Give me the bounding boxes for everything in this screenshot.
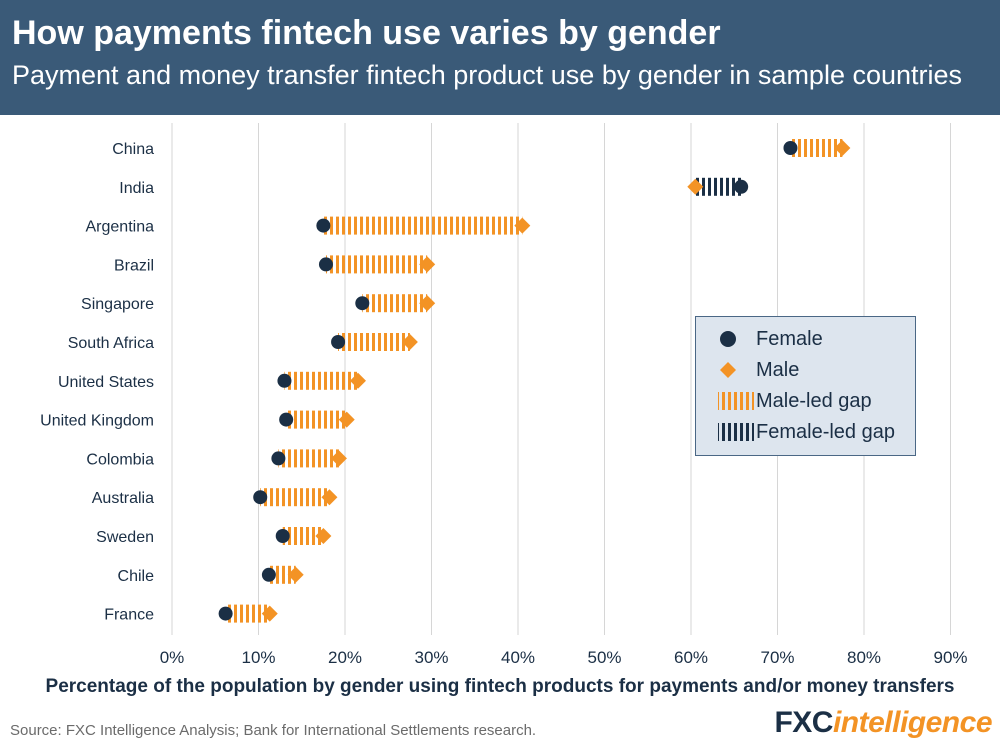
male-led-gap-bar bbox=[338, 333, 410, 351]
x-tick-label: 30% bbox=[414, 648, 448, 667]
male-point bbox=[338, 411, 355, 428]
category-label: Australia bbox=[92, 490, 154, 507]
category-label: France bbox=[104, 607, 154, 624]
x-tick-label: 40% bbox=[501, 648, 535, 667]
source-note: Source: FXC Intelligence Analysis; Bank … bbox=[10, 722, 537, 739]
female-point bbox=[318, 257, 333, 272]
x-axis-label: Percentage of the population by gender u… bbox=[45, 676, 955, 697]
category-label: China bbox=[112, 141, 154, 158]
x-tick-label: 90% bbox=[933, 648, 967, 667]
category-label: India bbox=[119, 180, 154, 197]
dumbbell-chart: China India Argentina Brazil Singapore South … bbox=[40, 123, 968, 667]
page-title: How payments fintech use varies by gende… bbox=[12, 14, 721, 52]
x-tick-label: 10% bbox=[241, 648, 275, 667]
male-point bbox=[349, 372, 366, 389]
category-label: Chile bbox=[118, 568, 155, 585]
category-label: Colombia bbox=[86, 451, 154, 468]
male-led-gap-bar bbox=[323, 216, 523, 235]
male-led-gap-bar bbox=[282, 527, 324, 545]
legend-item-female: Female bbox=[716, 327, 823, 351]
x-tick-label: 0% bbox=[160, 648, 185, 667]
male-point bbox=[401, 334, 418, 350]
male-led-gap-bar bbox=[325, 255, 428, 274]
female-led-gap-bar bbox=[695, 177, 742, 196]
male-led-gap-bar bbox=[268, 565, 296, 584]
male-led-gap-bar bbox=[260, 488, 330, 507]
legend-item-male-gap: Male-led gap bbox=[716, 389, 872, 413]
male-led-gap-bar bbox=[284, 371, 358, 390]
male-point bbox=[419, 295, 436, 312]
female-point bbox=[271, 451, 286, 466]
male-point bbox=[321, 489, 338, 506]
category-label: United Kingdom bbox=[40, 413, 154, 430]
male-point bbox=[315, 528, 332, 544]
female-point bbox=[218, 606, 233, 621]
male-point bbox=[419, 256, 436, 273]
category-label: South Africa bbox=[68, 335, 154, 352]
male-led-gap-bar bbox=[362, 294, 428, 313]
female-point bbox=[275, 529, 290, 543]
category-label: Sweden bbox=[96, 529, 154, 546]
category-label: United States bbox=[58, 374, 154, 391]
female-point bbox=[316, 218, 331, 233]
page-subtitle: Payment and money transfer fintech produ… bbox=[12, 60, 963, 90]
chart-legend: Female Male Male-led gap Female-led gap bbox=[695, 316, 916, 456]
legend-label-male-gap: Male-led gap bbox=[756, 389, 872, 412]
female-point bbox=[261, 567, 276, 582]
x-tick-label: 80% bbox=[847, 648, 881, 667]
legend-label-male: Male bbox=[756, 358, 800, 381]
x-tick-label: 60% bbox=[674, 648, 708, 667]
male-point bbox=[330, 450, 347, 467]
category-label: Brazil bbox=[114, 257, 154, 274]
male-point bbox=[514, 217, 531, 234]
female-point bbox=[331, 335, 346, 349]
brand-logo: FXCintelligence bbox=[774, 706, 992, 740]
logo-part-fxc: FXC bbox=[774, 706, 833, 739]
male-gap-stripe-icon bbox=[718, 392, 754, 410]
category-label: Argentina bbox=[86, 219, 155, 236]
male-led-gap-bar bbox=[278, 449, 339, 468]
female-gap-stripe-icon bbox=[718, 423, 754, 441]
female-dot-icon bbox=[720, 331, 736, 347]
male-point bbox=[834, 140, 851, 156]
legend-item-female-gap: Female-led gap bbox=[716, 420, 895, 444]
male-point bbox=[687, 178, 704, 195]
legend-label-female: Female bbox=[756, 327, 823, 350]
male-led-gap-bar bbox=[790, 139, 843, 157]
legend-item-male: Male bbox=[716, 358, 799, 382]
female-point bbox=[277, 373, 292, 388]
logo-part-intelligence: intelligence bbox=[832, 706, 993, 739]
male-led-gap-bar bbox=[225, 604, 270, 623]
female-point bbox=[734, 179, 749, 194]
female-point bbox=[783, 141, 798, 155]
male-led-gap-bar bbox=[286, 410, 347, 429]
male-diamond-icon bbox=[720, 362, 736, 378]
female-point bbox=[279, 412, 294, 427]
header-banner: How payments fintech use varies by gende… bbox=[0, 0, 1000, 115]
x-tick-label: 20% bbox=[328, 648, 362, 667]
male-point bbox=[287, 566, 304, 583]
x-tick-label: 50% bbox=[587, 648, 621, 667]
female-point bbox=[355, 296, 370, 311]
male-point bbox=[261, 605, 278, 622]
x-tick-label: 70% bbox=[760, 648, 794, 667]
category-label: Singapore bbox=[81, 296, 154, 313]
legend-label-female-gap: Female-led gap bbox=[756, 420, 895, 443]
female-point bbox=[253, 490, 268, 505]
